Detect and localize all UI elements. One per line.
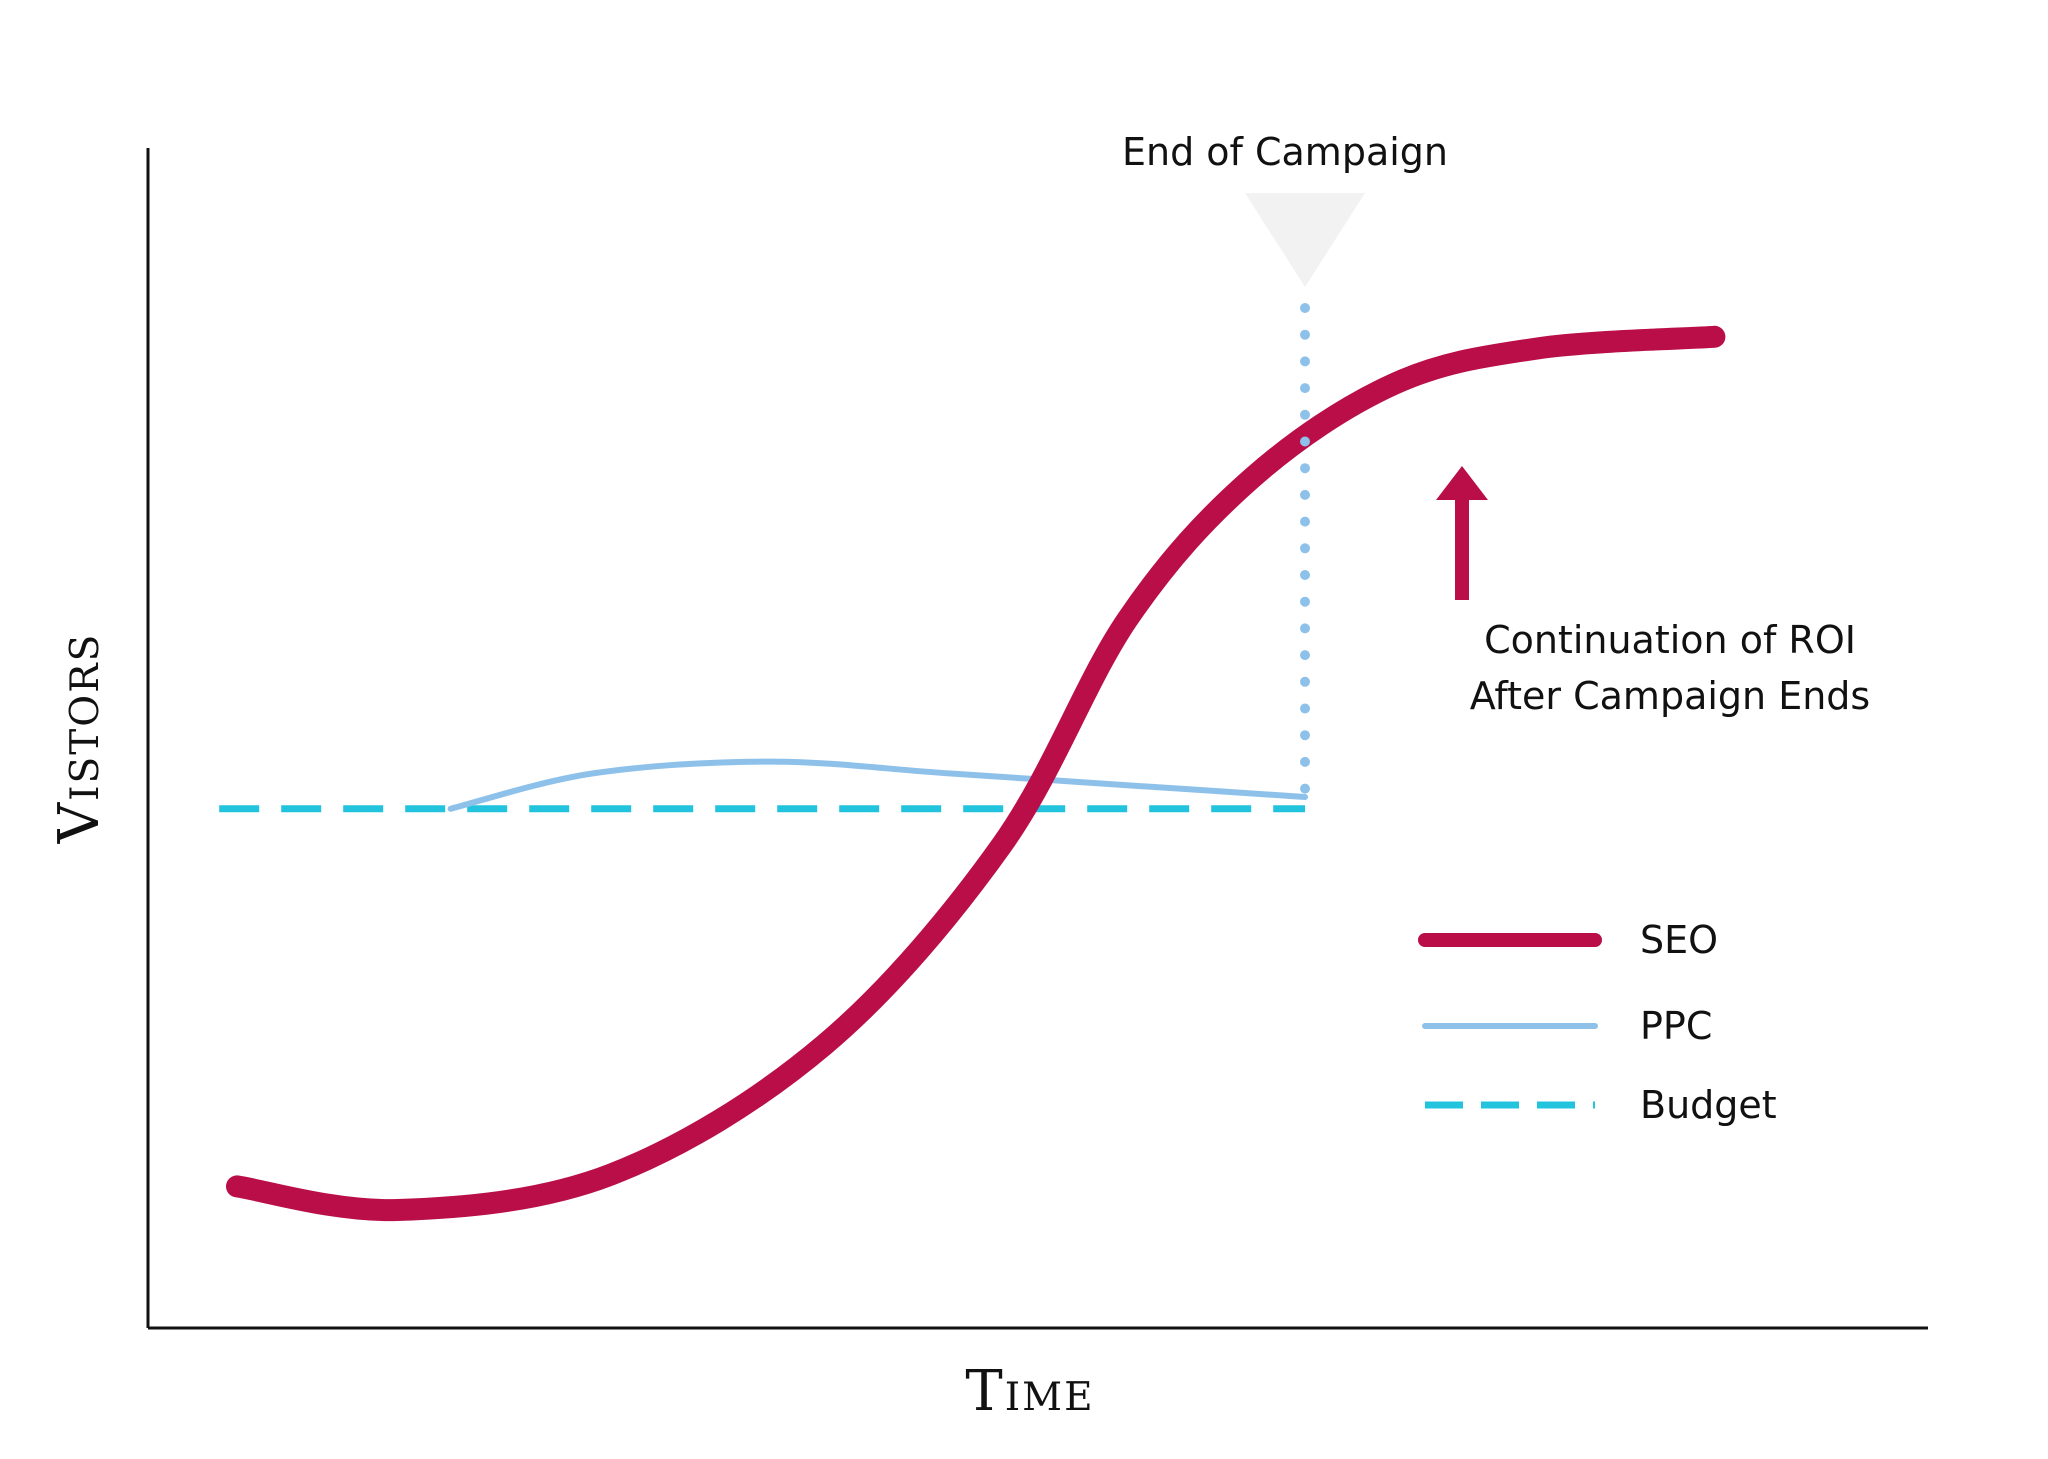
series-layer (219, 325, 1726, 1222)
campaign-end-marker (1245, 193, 1365, 287)
roi-arrow-icon (1436, 466, 1488, 600)
y-axis-title: Vistors (47, 633, 112, 845)
axes (146, 148, 1928, 1330)
roi-note-line-1: Continuation of ROI (1484, 618, 1856, 662)
series-line-ppc (447, 758, 1308, 812)
series-line-seo (226, 325, 1726, 1222)
annotation-layer (1245, 193, 1488, 798)
x-axis-title: Time (965, 1359, 1094, 1424)
legend-label-seo: SEO (1640, 918, 1718, 962)
legend-label-ppc: PPC (1640, 1004, 1712, 1048)
campaign-end-label: End of Campaign (1122, 130, 1448, 174)
roi-note-line-2: After Campaign Ends (1470, 674, 1870, 718)
legend: SEO PPC Budget (1418, 918, 1777, 1127)
legend-label-budget: Budget (1640, 1083, 1777, 1127)
